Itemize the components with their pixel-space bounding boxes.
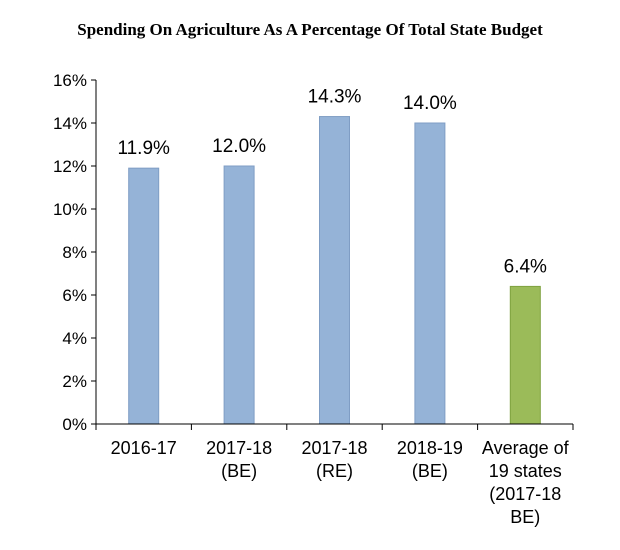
x-tick-label: 2017-18 (BE): [206, 438, 272, 481]
data-labels: 11.9% 12.0% 14.3% 14.0% 6.4%: [117, 87, 547, 278]
y-tick-label: 8%: [62, 243, 87, 262]
bars: [128, 116, 541, 425]
x-tick-label: 2017-18 (RE): [301, 438, 367, 481]
y-tick-label: 4%: [62, 329, 87, 348]
bar: [319, 116, 350, 425]
data-label: 11.9%: [117, 138, 170, 159]
bar: [414, 122, 446, 425]
y-tick-label: 6%: [62, 286, 87, 305]
data-label: 12.0%: [212, 136, 266, 157]
x-axis-labels: 2016-17 2017-18 (BE) 2017-18 (RE) 2018-19 (BE)…: [111, 438, 570, 527]
y-tick-label: 12%: [53, 157, 87, 176]
chart-title: Spending On Agriculture As A Percentage …: [77, 20, 543, 39]
y-axis-ticks: 0% 2% 4% 6% 8% 10% 12% 14% 16%: [53, 71, 574, 434]
y-tick-label: 16%: [53, 71, 87, 90]
data-label: 14.0%: [403, 93, 457, 114]
y-tick-label: 2%: [62, 372, 87, 391]
x-tick-label: 2016-17: [111, 438, 177, 458]
bar: [223, 165, 255, 425]
y-tick-label: 10%: [53, 200, 87, 219]
x-tick-label: Average of 19 states (2017-18 BE): [482, 438, 570, 527]
x-tick-label: 2018-19 (BE): [397, 438, 463, 481]
y-tick-label: 14%: [53, 114, 87, 133]
bar: [509, 285, 541, 425]
data-label: 14.3%: [308, 87, 362, 108]
bar: [128, 167, 160, 425]
y-tick-label: 0%: [62, 415, 87, 434]
data-label: 6.4%: [504, 256, 547, 277]
